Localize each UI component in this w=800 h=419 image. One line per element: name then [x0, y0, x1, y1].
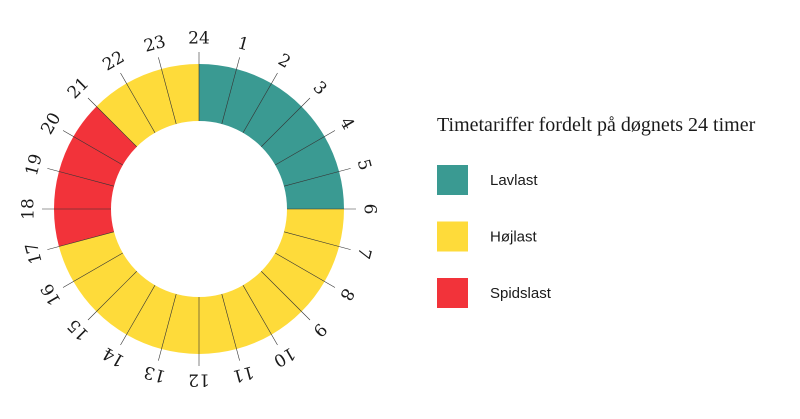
- hour-segment: [275, 231, 340, 282]
- hour-segment: [58, 231, 123, 282]
- hour-label: 23: [142, 32, 168, 57]
- hour-divider: [261, 97, 311, 147]
- hour-segment: [126, 68, 177, 133]
- hour-label: 20: [37, 109, 65, 138]
- hour-segment: [54, 171, 114, 209]
- hour-segment: [284, 171, 344, 209]
- hour-segment: [284, 209, 344, 247]
- hour-label: 1: [235, 33, 251, 55]
- hour-divider: [283, 231, 351, 250]
- hour-divider: [47, 168, 115, 187]
- hour-divider: [158, 57, 177, 125]
- hour-label: 14: [99, 343, 128, 371]
- hour-divider: [275, 130, 336, 166]
- hour-segment: [243, 83, 302, 147]
- hour-label: 11: [230, 361, 256, 386]
- hour-segment: [126, 285, 177, 350]
- hour-label: 9: [309, 319, 331, 341]
- hour-segment: [199, 64, 237, 124]
- hour-divider: [62, 130, 123, 166]
- hour-divider: [87, 97, 137, 147]
- hour-divider: [221, 293, 240, 361]
- hour-segment: [96, 271, 155, 335]
- hour-segment: [161, 294, 199, 354]
- hour-label: 24: [188, 29, 210, 49]
- legend-swatch: [437, 221, 468, 252]
- legend-swatch: [437, 165, 468, 195]
- hour-divider: [62, 252, 123, 288]
- legend-swatch: [437, 278, 468, 308]
- hour-divider: [242, 285, 278, 346]
- hour-label: 4: [335, 114, 358, 133]
- hour-segment: [96, 83, 155, 147]
- hour-divider: [47, 231, 115, 250]
- hour-segment: [261, 253, 325, 312]
- hour-label: 22: [99, 47, 128, 75]
- hour-label: 16: [37, 280, 65, 309]
- hour-segment: [275, 136, 340, 187]
- hour-segment: [261, 106, 325, 165]
- legend-label: Højlast: [490, 229, 538, 246]
- hour-label: 2: [275, 50, 294, 73]
- hour-label: 8: [335, 285, 358, 304]
- hour-divider: [283, 168, 351, 187]
- hour-label: 17: [22, 240, 47, 266]
- hour-divider: [158, 293, 177, 361]
- hour-divider: [275, 252, 336, 288]
- legend-title: Timetariffer fordelt på døgnets 24 timer: [437, 114, 756, 136]
- hour-label: 7: [353, 245, 375, 261]
- hour-divider: [242, 72, 278, 133]
- hour-label: 3: [309, 78, 331, 100]
- hour-label: 6: [360, 204, 380, 215]
- hour-segment: [73, 106, 137, 165]
- hour-label: 10: [270, 343, 299, 371]
- hour-divider: [120, 285, 156, 346]
- hour-label: 13: [142, 361, 168, 386]
- hour-segment: [54, 209, 114, 247]
- legend-label: Lavlast: [490, 172, 538, 189]
- hour-segment: [73, 253, 137, 312]
- hour-segment: [58, 136, 123, 187]
- hour-divider: [87, 271, 137, 321]
- hour-segment: [221, 68, 272, 133]
- hour-divider: [120, 72, 156, 133]
- hour-divider: [221, 57, 240, 125]
- legend-label: Spidslast: [490, 285, 552, 302]
- hour-label: 12: [188, 370, 210, 390]
- hour-label: 18: [19, 198, 39, 220]
- hour-segment: [221, 285, 272, 350]
- hour-label: 19: [22, 152, 47, 178]
- hour-divider: [261, 271, 311, 321]
- hour-segment: [161, 64, 199, 124]
- hour-label: 5: [353, 157, 375, 173]
- hour-segment: [199, 294, 237, 354]
- hour-segment: [243, 271, 302, 335]
